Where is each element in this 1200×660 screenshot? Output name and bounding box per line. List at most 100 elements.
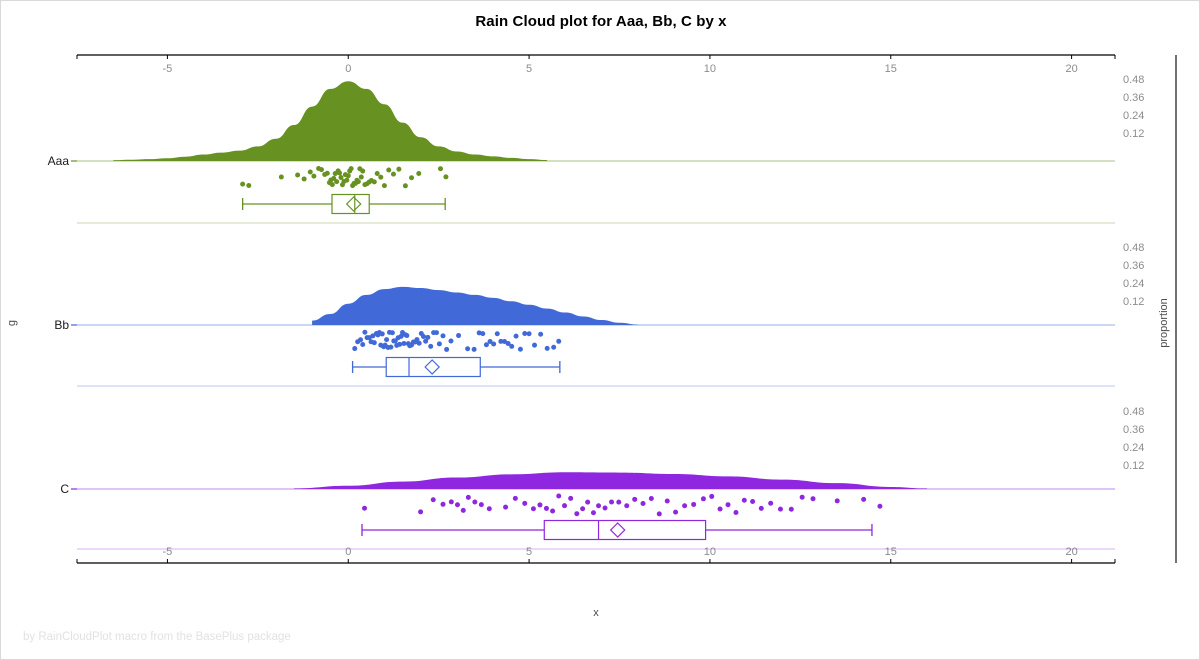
proportion-tick-label: 0.24 [1123, 442, 1144, 454]
x-tick-label: 10 [704, 546, 716, 558]
data-point [370, 333, 376, 339]
data-point [428, 343, 434, 349]
data-point [456, 333, 462, 339]
mean-diamond [424, 359, 441, 375]
proportion-tick-label: 0.12 [1123, 128, 1144, 140]
data-point [448, 338, 454, 344]
data-point [709, 493, 715, 499]
data-point [355, 179, 361, 185]
data-point [505, 341, 511, 347]
data-point [465, 494, 471, 500]
data-point [673, 509, 679, 515]
data-point [487, 338, 493, 344]
x-tick-label: 15 [885, 63, 897, 75]
data-point [503, 504, 509, 510]
data-point [556, 493, 562, 499]
footer-credit: by RainCloudPlot macro from the BasePlus… [23, 631, 291, 643]
data-point [799, 494, 805, 500]
x-tick-label: 20 [1065, 63, 1077, 75]
data-point [384, 337, 390, 343]
x-tick-label: -5 [163, 63, 173, 75]
data-point [551, 344, 557, 350]
data-point [609, 499, 615, 505]
data-point [498, 338, 504, 344]
data-point [307, 169, 313, 175]
data-point [648, 495, 654, 501]
data-point [750, 499, 756, 505]
data-point [396, 166, 402, 172]
data-point [331, 175, 337, 181]
data-point [371, 340, 377, 346]
data-point [486, 506, 492, 512]
group-label-bb: Bb [54, 318, 69, 332]
data-point [664, 498, 670, 504]
data-point [378, 174, 384, 180]
x-tick-label: 0 [345, 63, 351, 75]
data-point [362, 329, 368, 335]
data-point [585, 499, 591, 505]
mean-diamond [609, 522, 626, 538]
data-point [632, 496, 638, 502]
data-point [465, 346, 471, 352]
data-point [682, 503, 688, 509]
data-point [691, 501, 697, 507]
y-axis-label: g [6, 320, 18, 326]
data-point [471, 346, 477, 352]
data-point [522, 330, 528, 336]
data-point [861, 496, 867, 502]
data-point [345, 173, 351, 179]
data-point [420, 334, 426, 340]
proportion-tick-label: 0.12 [1123, 296, 1144, 308]
group-label-c: C [60, 482, 69, 496]
data-point [295, 172, 301, 178]
data-point [513, 333, 519, 339]
data-point [443, 174, 449, 180]
data-point [596, 503, 602, 509]
data-point [517, 346, 523, 352]
data-point [777, 506, 783, 512]
data-point [580, 506, 586, 512]
data-point [454, 502, 460, 508]
data-point [478, 502, 484, 508]
data-point [444, 346, 450, 352]
data-point [360, 168, 366, 174]
page-title: Rain Cloud plot for Aaa, Bb, C by x [475, 13, 727, 30]
data-point [311, 173, 317, 179]
x-tick-label: 20 [1065, 546, 1077, 558]
data-point [483, 342, 489, 348]
data-point [423, 338, 429, 344]
data-point [460, 507, 466, 513]
x-tick-label: 5 [526, 63, 532, 75]
data-point [758, 505, 764, 511]
data-point [590, 510, 596, 516]
data-point [640, 500, 646, 506]
box [331, 193, 370, 215]
data-point [700, 496, 706, 502]
data-point [388, 344, 394, 350]
data-point [418, 509, 424, 515]
proportion-tick-label: 0.24 [1123, 110, 1144, 122]
data-point [733, 510, 739, 516]
mean-diamond [345, 196, 362, 212]
x-tick-label: 5 [526, 546, 532, 558]
data-point [402, 183, 408, 189]
data-point [360, 342, 366, 348]
group-label-aaa: Aaa [48, 154, 70, 168]
data-point [334, 179, 340, 185]
data-point [324, 170, 330, 176]
data-point [768, 500, 774, 506]
data-point [501, 338, 507, 344]
data-point [568, 495, 574, 501]
data-point [472, 499, 478, 505]
data-point [725, 502, 731, 508]
data-point [344, 177, 350, 183]
data-point [246, 183, 252, 189]
data-point [741, 497, 747, 503]
data-point [544, 345, 550, 351]
data-point [494, 331, 500, 337]
data-point [550, 508, 556, 514]
data-point [834, 498, 840, 504]
data-point [278, 174, 284, 180]
right-axis-label: proportion [1158, 298, 1170, 348]
